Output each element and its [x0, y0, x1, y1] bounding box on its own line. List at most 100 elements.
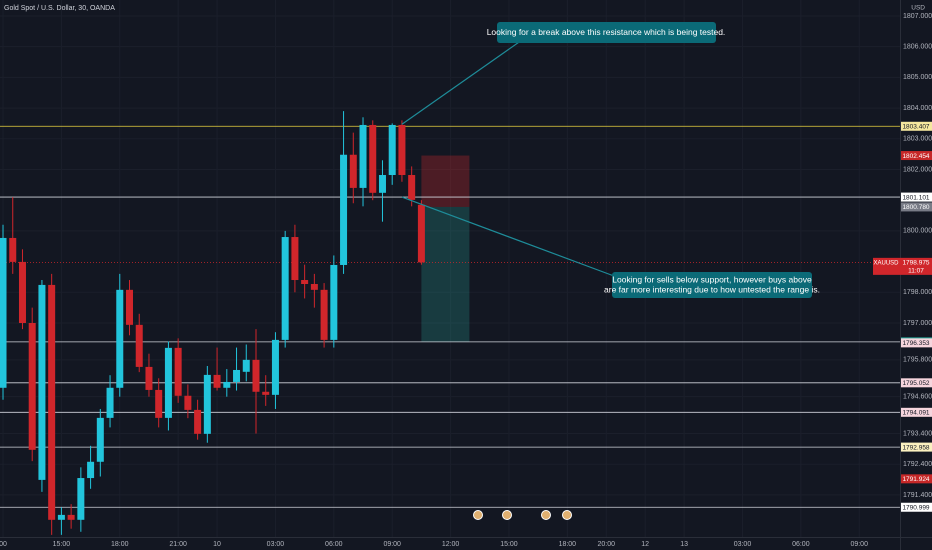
candle-body: [252, 359, 260, 392]
price-tag: [901, 338, 932, 348]
candle-body: [96, 417, 104, 462]
candle-body: [18, 261, 26, 323]
y-tick-label: 1795.800: [903, 357, 932, 364]
candle-body: [340, 154, 348, 265]
y-tick-label: 1800.000: [903, 228, 932, 235]
candle-body: [28, 322, 36, 450]
y-tick-label: 1802.000: [903, 166, 932, 173]
price-tag: [901, 151, 932, 161]
candle-body: [135, 324, 143, 367]
candle-body: [378, 175, 386, 193]
candle-body: [359, 124, 367, 188]
level-tag: [901, 378, 932, 388]
candle-body: [417, 204, 425, 263]
event-icon[interactable]: [502, 510, 512, 520]
annotation-connector: [401, 196, 615, 277]
annotation-box: [497, 22, 716, 43]
candle-body: [155, 389, 163, 418]
x-tick-label: 03:00: [734, 541, 752, 548]
level-tag-label: 1803.407: [902, 124, 929, 131]
candle-body: [203, 374, 211, 434]
y-tick-label: 1797.000: [903, 320, 932, 327]
event-icon[interactable]: [473, 510, 483, 520]
level-tag-label: 1801.101: [902, 194, 929, 201]
candle-body: [242, 359, 250, 372]
candle-body: [48, 284, 56, 520]
x-tick-label: 18:00: [111, 541, 129, 548]
candle-body: [223, 381, 231, 388]
x-tick-label: 10: [213, 541, 221, 548]
y-tick-label: 1804.000: [903, 105, 932, 112]
level-tag: [901, 407, 932, 417]
candle-body: [408, 175, 416, 200]
annotation: Looking for a break above this resistanc…: [401, 22, 726, 125]
current-price-tag: [873, 257, 932, 275]
candle-body: [301, 280, 309, 285]
level-tag: [901, 121, 932, 131]
price-tag-label: 1791.924: [902, 476, 929, 483]
level-tag: [901, 502, 932, 512]
candle-body: [388, 124, 396, 176]
x-tick-label: 06:00: [792, 541, 810, 548]
price-tag-label: 1796.353: [902, 340, 929, 347]
chart-title: Gold Spot / U.S. Dollar, 30, OANDA: [4, 5, 115, 12]
x-tick-label: 09:00: [383, 541, 401, 548]
y-tick-label: 1807.000: [903, 13, 932, 20]
candle-body: [349, 154, 357, 188]
y-tick-label: 1793.400: [903, 430, 932, 437]
target-zone: [421, 206, 470, 342]
candle-body: [310, 284, 318, 290]
candle-body: [9, 237, 17, 262]
candle-body: [281, 237, 289, 340]
annotation: Looking for sells below support, however…: [401, 196, 820, 298]
candle-body: [271, 339, 279, 395]
candle-body: [262, 391, 270, 395]
candle-body: [126, 289, 134, 325]
y-tick-label: 1791.400: [903, 492, 932, 499]
candle-body: [330, 264, 338, 340]
x-tick-label: 06:00: [325, 541, 343, 548]
current-symbol: XAUUSD: [873, 260, 899, 266]
event-icon[interactable]: [562, 510, 572, 520]
candle-body: [369, 124, 377, 193]
candle-body: [320, 289, 328, 340]
annotation-text: Looking for a break above this resistanc…: [487, 27, 726, 37]
x-tick-label: 21:00: [169, 541, 187, 548]
level-tag-label: 1792.958: [902, 444, 929, 451]
annotation-text: are far more interesting due to how unte…: [604, 284, 820, 294]
x-tick-label: 03:00: [267, 541, 285, 548]
x-tick-label: 20:00: [597, 541, 615, 548]
y-tick-label: 1803.000: [903, 136, 932, 143]
price-tag: [901, 474, 932, 484]
candle-body: [145, 366, 153, 390]
stop-zone: [421, 155, 470, 207]
event-icon[interactable]: [541, 510, 551, 520]
level-tag-label: 1795.052: [902, 380, 929, 387]
current-price-label: 1798.975: [902, 260, 929, 267]
y-tick-label: 1798.000: [903, 289, 932, 296]
y-tick-label: 1794.600: [903, 394, 932, 401]
price-tag: [901, 202, 932, 212]
candle-body: [0, 237, 7, 388]
candle-body: [67, 514, 75, 520]
candle-body: [194, 409, 202, 434]
currency: USD: [911, 5, 925, 12]
candle-body: [87, 461, 95, 479]
price-tag-label: 1802.454: [902, 153, 929, 160]
countdown: 11:07: [908, 268, 924, 275]
price-tag-label: 1800.780: [902, 204, 929, 211]
candle-body: [38, 284, 46, 480]
annotation-text: Looking for sells below support, however…: [612, 274, 812, 284]
y-tick-label: 1792.400: [903, 461, 932, 468]
level-tag-label: 1790.999: [902, 504, 929, 511]
candle-body: [398, 124, 406, 176]
x-tick-label: 00: [0, 541, 7, 548]
candle-body: [233, 369, 241, 382]
event-icons: [473, 510, 572, 520]
candle-body: [213, 374, 221, 388]
candle-body: [291, 237, 299, 281]
candle-body: [116, 289, 124, 388]
level-tag: [901, 192, 932, 202]
annotation-box: [612, 272, 812, 298]
